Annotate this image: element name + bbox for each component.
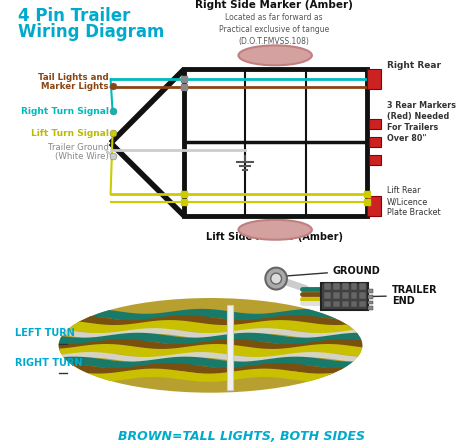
Bar xyxy=(333,301,340,307)
Text: Located as far forward as
Practical exclusive of tangue
(D.O.T.FMVSS.108): Located as far forward as Practical excl… xyxy=(219,13,329,46)
Text: Trailer Ground: Trailer Ground xyxy=(48,143,109,152)
Bar xyxy=(351,292,357,298)
Text: Lift Side Marker (Amber): Lift Side Marker (Amber) xyxy=(206,232,343,242)
Ellipse shape xyxy=(59,298,362,393)
Text: Tail Lights and: Tail Lights and xyxy=(38,73,109,82)
Ellipse shape xyxy=(59,298,362,393)
Bar xyxy=(324,283,331,289)
Ellipse shape xyxy=(238,220,312,240)
Text: LEFT TURN: LEFT TURN xyxy=(15,328,74,338)
Circle shape xyxy=(265,267,287,289)
Bar xyxy=(367,196,381,216)
Text: Right Side Marker (Amber): Right Side Marker (Amber) xyxy=(195,0,353,9)
Bar xyxy=(359,292,366,298)
Text: RIGHT TURN: RIGHT TURN xyxy=(15,358,82,368)
Text: BROWN=TALL LIGHTS, BOTH SIDES: BROWN=TALL LIGHTS, BOTH SIDES xyxy=(118,430,365,443)
Bar xyxy=(369,137,381,147)
Text: (White Wire): (White Wire) xyxy=(55,152,109,161)
Text: Right Rear: Right Rear xyxy=(387,61,441,70)
Bar xyxy=(368,306,373,310)
Text: Right Turn Signal: Right Turn Signal xyxy=(21,107,109,116)
Bar xyxy=(324,292,331,298)
Bar xyxy=(359,301,366,307)
Text: 3 Rear Markers
(Red) Needed
For Trailers
Over 80": 3 Rear Markers (Red) Needed For Trailers… xyxy=(387,101,456,143)
Text: TRAILER
END: TRAILER END xyxy=(373,285,438,306)
Bar xyxy=(368,289,373,293)
Bar xyxy=(351,283,357,289)
Bar xyxy=(227,306,233,390)
Bar xyxy=(368,294,373,298)
Bar xyxy=(333,292,340,298)
Bar xyxy=(368,301,373,305)
Ellipse shape xyxy=(238,45,312,65)
Text: 4 Pin Trailer: 4 Pin Trailer xyxy=(18,7,130,25)
Text: Marker Lights: Marker Lights xyxy=(41,82,109,91)
Bar xyxy=(367,69,381,89)
Bar xyxy=(369,119,381,129)
Bar xyxy=(321,283,368,310)
Bar xyxy=(324,301,331,307)
Bar xyxy=(342,292,348,298)
Bar xyxy=(369,155,381,165)
Bar xyxy=(359,283,366,289)
Text: Wiring Diagram: Wiring Diagram xyxy=(18,23,164,42)
Bar xyxy=(342,283,348,289)
Bar xyxy=(342,301,348,307)
Text: GROUND: GROUND xyxy=(281,266,381,276)
Bar xyxy=(351,301,357,307)
Bar xyxy=(333,283,340,289)
Text: Lift Rear
W/Licence
Plate Bracket: Lift Rear W/Licence Plate Bracket xyxy=(387,186,440,217)
Text: Lift Turn Signal: Lift Turn Signal xyxy=(31,129,109,138)
Circle shape xyxy=(271,273,282,284)
